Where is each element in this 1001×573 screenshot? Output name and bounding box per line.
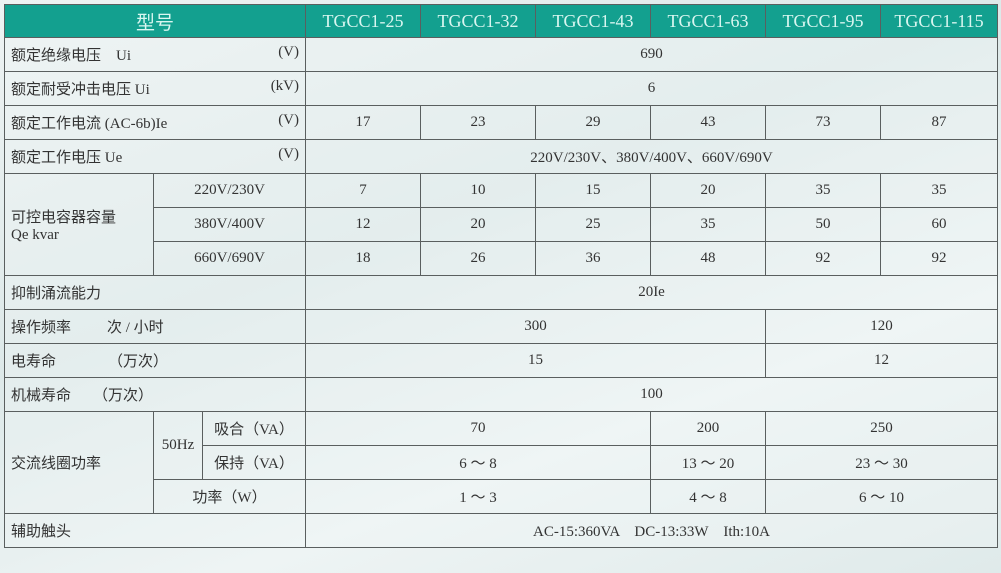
cell: 690 — [305, 37, 999, 72]
table-row: 交流线圈功率 50Hz 吸合（VA） 70 200 250 — [4, 411, 999, 514]
spec-table: 型号 TGCC1-25 TGCC1-32 TGCC1-43 TGCC1-63 T… — [3, 4, 999, 548]
row-label: 额定绝缘电压 Ui (V) — [3, 37, 307, 72]
cell: 10 — [420, 173, 537, 208]
table-row: 额定工作电流 (AC-6b)Ie (V) 17 23 29 43 73 87 — [3, 105, 999, 140]
cell: 35 — [650, 207, 767, 242]
table-row: 额定耐受冲击电压 Ui (kV) 6 — [3, 71, 999, 106]
row-label: 额定工作电压 Ue (V) — [3, 139, 307, 174]
row-label: 抑制涌流能力 — [3, 275, 307, 310]
cell: 12 — [765, 343, 999, 378]
header-model: TGCC1-115 — [880, 4, 999, 38]
cell: 35 — [765, 173, 882, 208]
sub-label: 380V/400V — [152, 207, 307, 242]
cell: 92 — [765, 241, 882, 276]
cell: 300 — [305, 309, 767, 344]
cell: 43 — [650, 105, 767, 140]
cell: 15 — [305, 343, 767, 378]
cell: 120 — [765, 309, 999, 344]
cell: 200 — [650, 411, 767, 446]
cell: 100 — [305, 377, 999, 412]
cell: 26 — [420, 241, 537, 276]
table-row: 额定工作电压 Ue (V) 220V/230V、380V/400V、660V/69… — [3, 139, 999, 174]
cell: 35 — [880, 173, 999, 208]
table-row: 抑制涌流能力 20Ie — [3, 275, 999, 310]
cell: 20 — [420, 207, 537, 242]
table-row: 可控电容器容量 Qe kvar 220V/230V 7 10 15 20 35 3… — [4, 173, 999, 276]
cell: 73 — [765, 105, 882, 140]
row-label: 操作频率次 / 小时 — [3, 309, 307, 344]
table-row: 机械寿命 （万次） 100 — [3, 377, 999, 412]
row-label: 电寿命 （万次） — [3, 343, 307, 378]
cell: 20Ie — [305, 275, 999, 310]
sub-label: 保持（VA） — [201, 445, 307, 480]
cell: 70 — [305, 411, 652, 446]
table-row: 辅助触头 AC-15:360VA DC-13:33W Ith:10A — [3, 513, 999, 548]
sub-label: 50Hz — [153, 411, 203, 480]
row-label: 机械寿命 （万次） — [3, 377, 307, 412]
cell: 250 — [765, 411, 999, 446]
row-label: 额定工作电流 (AC-6b)Ie (V) — [3, 105, 307, 140]
sub-label: 功率（W） — [152, 479, 307, 514]
table-row: 电寿命 （万次） 15 12 — [3, 343, 999, 378]
cell: 7 — [305, 173, 422, 208]
cell: 36 — [535, 241, 652, 276]
cell: 92 — [880, 241, 999, 276]
cell: 20 — [650, 173, 767, 208]
cell: 48 — [650, 241, 767, 276]
row-label: 交流线圈功率 — [4, 411, 154, 514]
header-row: 型号 TGCC1-25 TGCC1-32 TGCC1-43 TGCC1-63 T… — [3, 4, 999, 38]
table-row: 额定绝缘电压 Ui (V) 690 — [3, 37, 999, 72]
header-model-title: 型号 — [3, 4, 307, 38]
row-label: 辅助触头 — [3, 513, 307, 548]
cell: 220V/230V、380V/400V、660V/690V — [305, 139, 999, 174]
row-label: 可控电容器容量 Qe kvar — [4, 173, 154, 276]
header-model: TGCC1-32 — [420, 4, 537, 38]
cell: 23 — [420, 105, 537, 140]
cell: 12 — [305, 207, 422, 242]
table-row: 功率（W） 1 ～ 3 4 ～ 8 6 ～ 10 — [5, 479, 999, 514]
table-row: 660V/690V 18 26 36 48 92 92 — [5, 241, 999, 276]
header-model: TGCC1-63 — [650, 4, 767, 38]
cell: 17 — [305, 105, 422, 140]
cell: 50 — [765, 207, 882, 242]
cell: 6 ～ 8 — [305, 445, 652, 480]
header-model: TGCC1-95 — [765, 4, 882, 38]
cell: 6 ～ 10 — [765, 479, 999, 514]
table-row: 操作频率次 / 小时 300 120 — [3, 309, 999, 344]
sub-label: 吸合（VA） — [201, 411, 307, 446]
cell: AC-15:360VA DC-13:33W Ith:10A — [305, 513, 999, 548]
table-row: 380V/400V 12 20 25 35 50 60 — [5, 207, 999, 242]
header-model: TGCC1-25 — [305, 4, 422, 38]
cell: 13 ～ 20 — [650, 445, 767, 480]
table-row: 保持（VA） 6 ～ 8 13 ～ 20 23 ～ 30 — [5, 445, 999, 480]
cell: 4 ～ 8 — [650, 479, 767, 514]
cell: 23 ～ 30 — [765, 445, 999, 480]
cell: 6 — [305, 71, 999, 106]
cell: 18 — [305, 241, 422, 276]
cell: 87 — [880, 105, 999, 140]
header-model: TGCC1-43 — [535, 4, 652, 38]
cell: 15 — [535, 173, 652, 208]
sub-label: 220V/230V — [152, 173, 307, 208]
cell: 60 — [880, 207, 999, 242]
cell: 29 — [535, 105, 652, 140]
cell: 1 ～ 3 — [305, 479, 652, 514]
cell: 25 — [535, 207, 652, 242]
row-label: 额定耐受冲击电压 Ui (kV) — [3, 71, 307, 106]
sub-label: 660V/690V — [152, 241, 307, 276]
